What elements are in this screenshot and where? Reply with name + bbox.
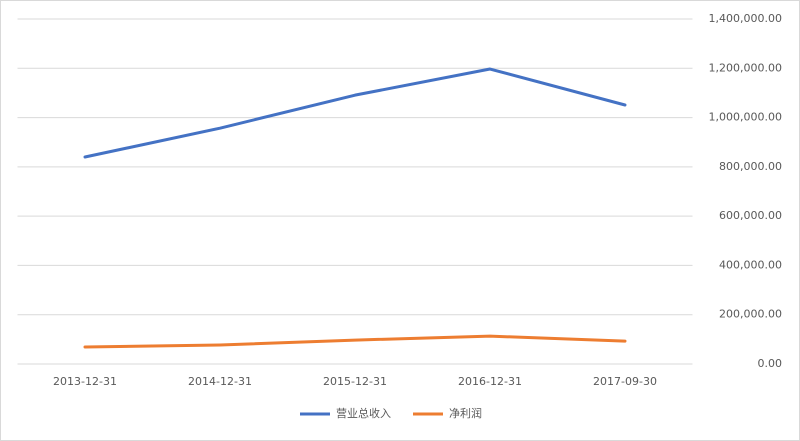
y-tick-label: 600,000.00 [719, 209, 782, 222]
x-tick-label: 2014-12-31 [188, 375, 252, 388]
y-tick-label: 800,000.00 [719, 160, 782, 173]
y-tick-label: 400,000.00 [719, 258, 782, 271]
y-tick-label: 0.00 [758, 357, 783, 370]
y-tick-label: 1,200,000.00 [709, 61, 782, 74]
x-tick-label: 2016-12-31 [458, 375, 522, 388]
x-tick-label: 2015-12-31 [323, 375, 387, 388]
y-tick-label: 200,000.00 [719, 308, 782, 321]
legend-label: 营业总收入 [336, 406, 391, 420]
y-tick-label: 1,000,000.00 [709, 111, 782, 124]
legend-label: 净利润 [449, 406, 482, 420]
x-tick-label: 2013-12-31 [53, 375, 117, 388]
y-tick-label: 1,400,000.00 [709, 12, 782, 25]
series-line [83, 67, 627, 159]
x-tick-label: 2017-09-30 [593, 375, 657, 388]
series-line [83, 334, 627, 349]
